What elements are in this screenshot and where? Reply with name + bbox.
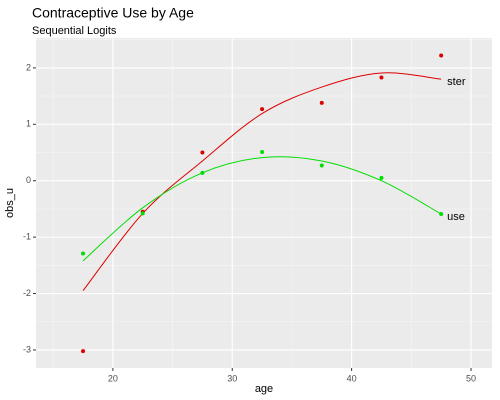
point (81, 251, 86, 256)
y-tick-label: -2 (23, 288, 31, 298)
point (319, 163, 324, 168)
y-tick-label: 0 (26, 175, 31, 185)
point (81, 349, 86, 354)
y-axis-label: obs_u (4, 188, 16, 218)
x-tick-label: 50 (466, 373, 476, 383)
y-tick-label: -3 (23, 344, 31, 354)
point (260, 107, 265, 112)
point (200, 170, 205, 175)
x-tick-label: 30 (227, 373, 237, 383)
y-tick-label: 1 (26, 119, 31, 129)
chart-title: Contraceptive Use by Age (32, 5, 194, 21)
fit-line (82, 156, 442, 262)
x-tick-label: 20 (108, 373, 118, 383)
point (140, 211, 145, 216)
chart-subtitle: Sequential Logits (32, 25, 117, 37)
point (439, 212, 444, 216)
x-axis-label: age (255, 383, 273, 395)
series-label: ster (447, 76, 466, 88)
point (379, 175, 384, 180)
y-tick-label: -1 (23, 232, 31, 242)
point (260, 149, 265, 154)
y-tick-label: 2 (26, 62, 31, 72)
point (439, 53, 444, 58)
plot-panel (36, 38, 492, 368)
x-tick-label: 40 (347, 373, 357, 383)
point (319, 100, 324, 105)
point (379, 75, 384, 80)
point (200, 150, 205, 155)
series-label: use (447, 211, 465, 223)
